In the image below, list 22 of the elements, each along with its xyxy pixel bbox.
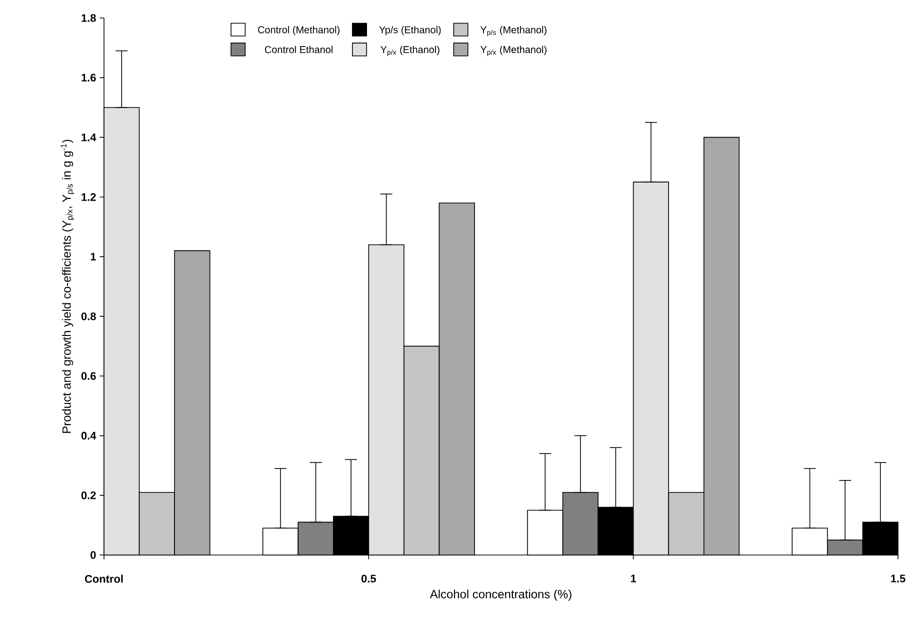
y-tick-label: 1.8 [82, 14, 96, 22]
y-tick-label: 1.6 [82, 74, 96, 82]
legend-label: Yp/s (Ethanol) [379, 26, 441, 36]
legend-label: Y$_{p/x}$ (Ethanol) [380, 46, 440, 56]
y-tick-label: 0.6 [81, 372, 96, 380]
x-tick-label: Control [84, 574, 123, 583]
y-tick-label: 1.4 [82, 134, 96, 142]
y-tick-label: 1 [90, 252, 96, 260]
y-axis-title: Product and growth yield co-efficients (Y$_{p/x}$, Y$_{p/s}$ in g g$^{-1}$) [60, 140, 74, 433]
legend-label: Control Ethanol [264, 46, 332, 54]
y-tick-label: 0 [90, 551, 96, 559]
x-tick-label: 0.5 [361, 574, 376, 582]
legend-label: Y$_{p/s}$ (Methanol) [480, 26, 546, 36]
y-tick-label: 0.8 [81, 312, 96, 320]
x-tick-label: 1 [630, 574, 636, 582]
x-axis-title: Alcohol concentrations (%) [430, 590, 572, 601]
y-tick-label: 0.4 [81, 432, 96, 440]
y-tick-label: 1.2 [82, 193, 96, 201]
legend-label: Control (Methanol) [258, 26, 340, 36]
y-tick-label: 0.2 [81, 491, 96, 500]
legend-label: Y$_{p/x}$ (Methanol) [480, 46, 546, 56]
x-tick-label: 1.5 [891, 574, 906, 582]
